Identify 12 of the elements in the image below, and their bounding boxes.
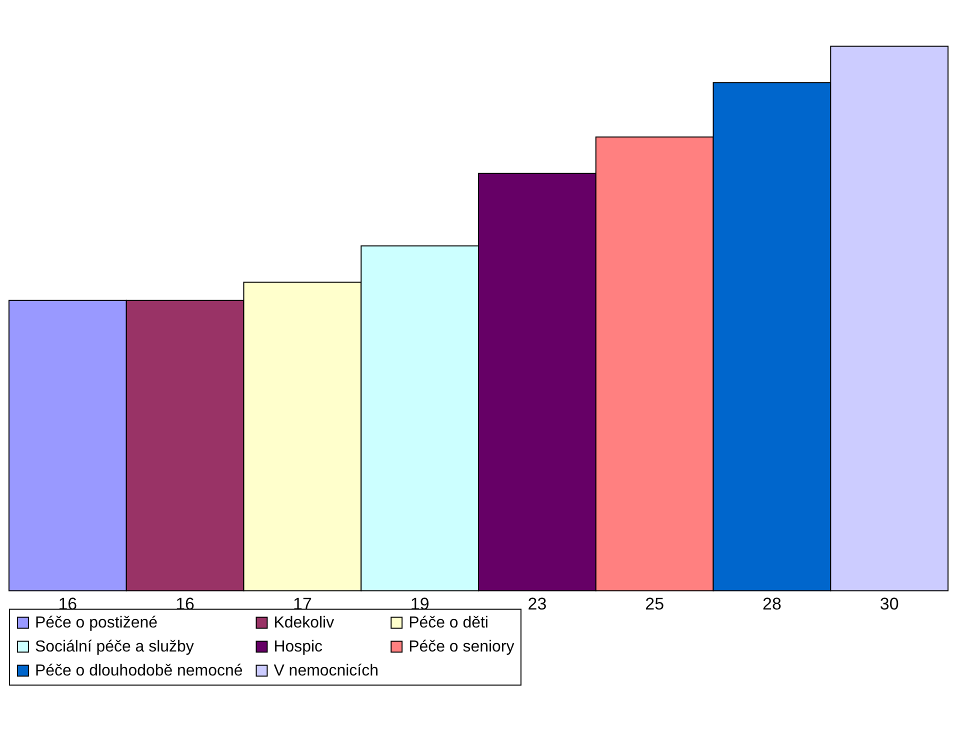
data-label: 25 <box>645 594 664 614</box>
data-label: 23 <box>528 594 547 614</box>
legend-label: V nemocnicích <box>274 662 378 680</box>
legend-label: Péče o děti <box>408 614 488 632</box>
legend-label: Péče o dlouhodobě nemocné <box>34 662 243 680</box>
data-label: 30 <box>880 594 899 614</box>
legend-label: Péče o seniory <box>408 638 514 656</box>
legend-label: Péče o postižené <box>34 614 158 632</box>
legend-label: Hospic <box>274 638 323 656</box>
legend-label: Kdekoliv <box>274 614 334 632</box>
data-label: 28 <box>762 594 782 614</box>
legend-label: Sociální péče a služby <box>34 638 194 656</box>
